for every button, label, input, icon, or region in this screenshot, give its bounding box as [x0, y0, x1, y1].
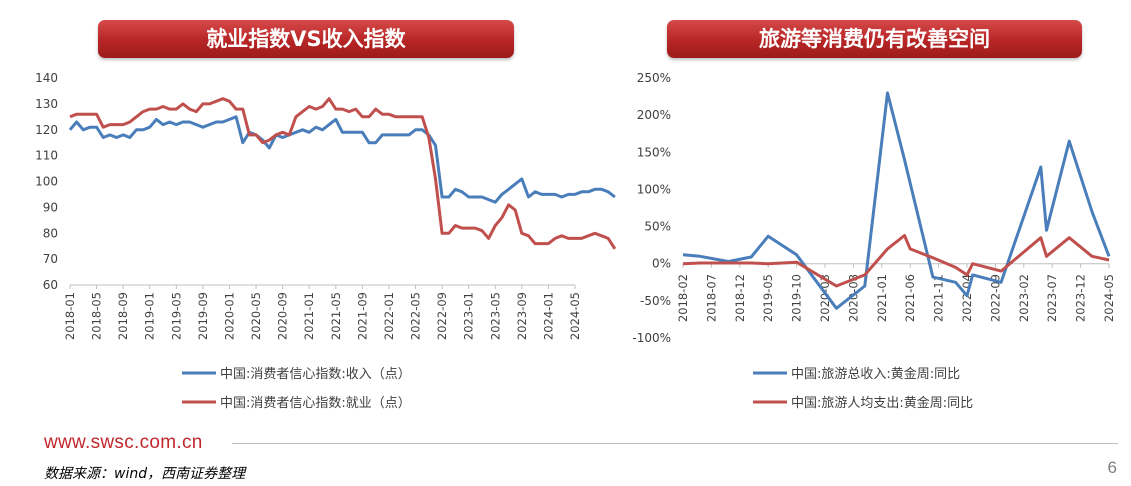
x-tick-label: 2019-05 — [761, 274, 775, 322]
x-tick-label: 2018-12 — [733, 274, 747, 322]
x-tick-label: 2023-02 — [1017, 274, 1031, 322]
footer-source-note: 数据来源：wind，西南证券整理 — [44, 466, 246, 482]
x-tick-label: 2020-09 — [276, 292, 290, 340]
y-tick-label: -50% — [640, 294, 671, 308]
x-tick-label: 2021-06 — [903, 274, 917, 322]
chart-title-employment-income: 就业指数VS收入指数 — [98, 20, 514, 58]
x-tick-label: 2021-01 — [875, 274, 889, 322]
y-tick-label: 200% — [637, 108, 671, 122]
x-tick-label: 2018-02 — [676, 274, 690, 322]
x-tick-label: 2023-12 — [1074, 274, 1088, 322]
y-tick-label: 110 — [35, 149, 58, 163]
y-tick-label: 50% — [644, 220, 671, 234]
y-tick-label: 0% — [652, 257, 671, 271]
y-tick-label: 250% — [637, 71, 671, 85]
legend-label: 中国:消费者信心指数:收入（点） — [220, 367, 411, 382]
footer-divider — [232, 443, 1118, 444]
x-tick-label: 2019-01 — [143, 292, 157, 340]
y-tick-label: 120 — [35, 123, 58, 137]
y-tick-label: 90 — [43, 200, 58, 214]
x-tick-label: 2021-05 — [329, 292, 343, 340]
x-tick-label: 2022-09 — [435, 292, 449, 340]
x-tick-label: 2021-01 — [302, 292, 316, 340]
chart-title-tourism: 旅游等消费仍有改善空间 — [667, 20, 1082, 58]
x-tick-label: 2022-09 — [988, 274, 1002, 322]
x-tick-label: 2018-01 — [63, 292, 77, 340]
y-tick-label: 70 — [43, 252, 58, 266]
x-tick-label: 2024-05 — [1102, 274, 1116, 322]
x-tick-label: 2019-09 — [196, 292, 210, 340]
y-tick-label: 100 — [35, 175, 58, 189]
x-tick-label: 2022-05 — [409, 292, 423, 340]
x-tick-label: 2023-05 — [488, 292, 502, 340]
x-tick-label: 2023-07 — [1045, 274, 1059, 322]
y-tick-label: 150% — [637, 145, 671, 159]
x-tick-label: 2023-09 — [515, 292, 529, 340]
x-tick-label: 2018-07 — [704, 274, 718, 322]
x-tick-label: 2020-05 — [249, 292, 263, 340]
x-tick-label: 2020-01 — [222, 292, 236, 340]
series-line-red — [69, 97, 617, 250]
x-tick-label: 2024-01 — [541, 292, 555, 340]
x-tick-label: 2018-05 — [90, 292, 104, 340]
page-number: 6 — [1107, 458, 1117, 477]
legend-label: 中国:旅游人均支出:黄金周:同比 — [791, 395, 973, 411]
x-tick-label: 2024-05 — [568, 292, 582, 340]
footer-website[interactable]: www.swsc.com.cn — [44, 432, 203, 453]
y-tick-label: 140 — [35, 71, 58, 85]
series-line-red — [682, 234, 1110, 288]
series-line-blue — [68, 115, 616, 204]
x-tick-label: 2020-08 — [846, 274, 860, 322]
y-tick-label: 100% — [637, 182, 671, 196]
legend-label: 中国:消费者信心指数:就业（点） — [220, 396, 411, 411]
y-tick-label: 130 — [35, 97, 58, 111]
x-tick-label: 2019-05 — [169, 292, 183, 340]
series-line-blue — [682, 91, 1111, 310]
legend-label: 中国:旅游总收入:黄金周:同比 — [791, 366, 960, 382]
x-tick-label: 2023-01 — [462, 292, 476, 340]
x-tick-label: 2018-09 — [116, 292, 130, 340]
x-tick-label: 2021-11 — [932, 274, 946, 322]
y-tick-label: 80 — [43, 226, 58, 240]
x-tick-label: 2021-09 — [355, 292, 369, 340]
y-tick-label: -100% — [632, 331, 671, 345]
x-tick-label: 2019-10 — [790, 274, 804, 322]
y-tick-label: 60 — [43, 278, 58, 292]
x-tick-label: 2022-01 — [382, 292, 396, 340]
